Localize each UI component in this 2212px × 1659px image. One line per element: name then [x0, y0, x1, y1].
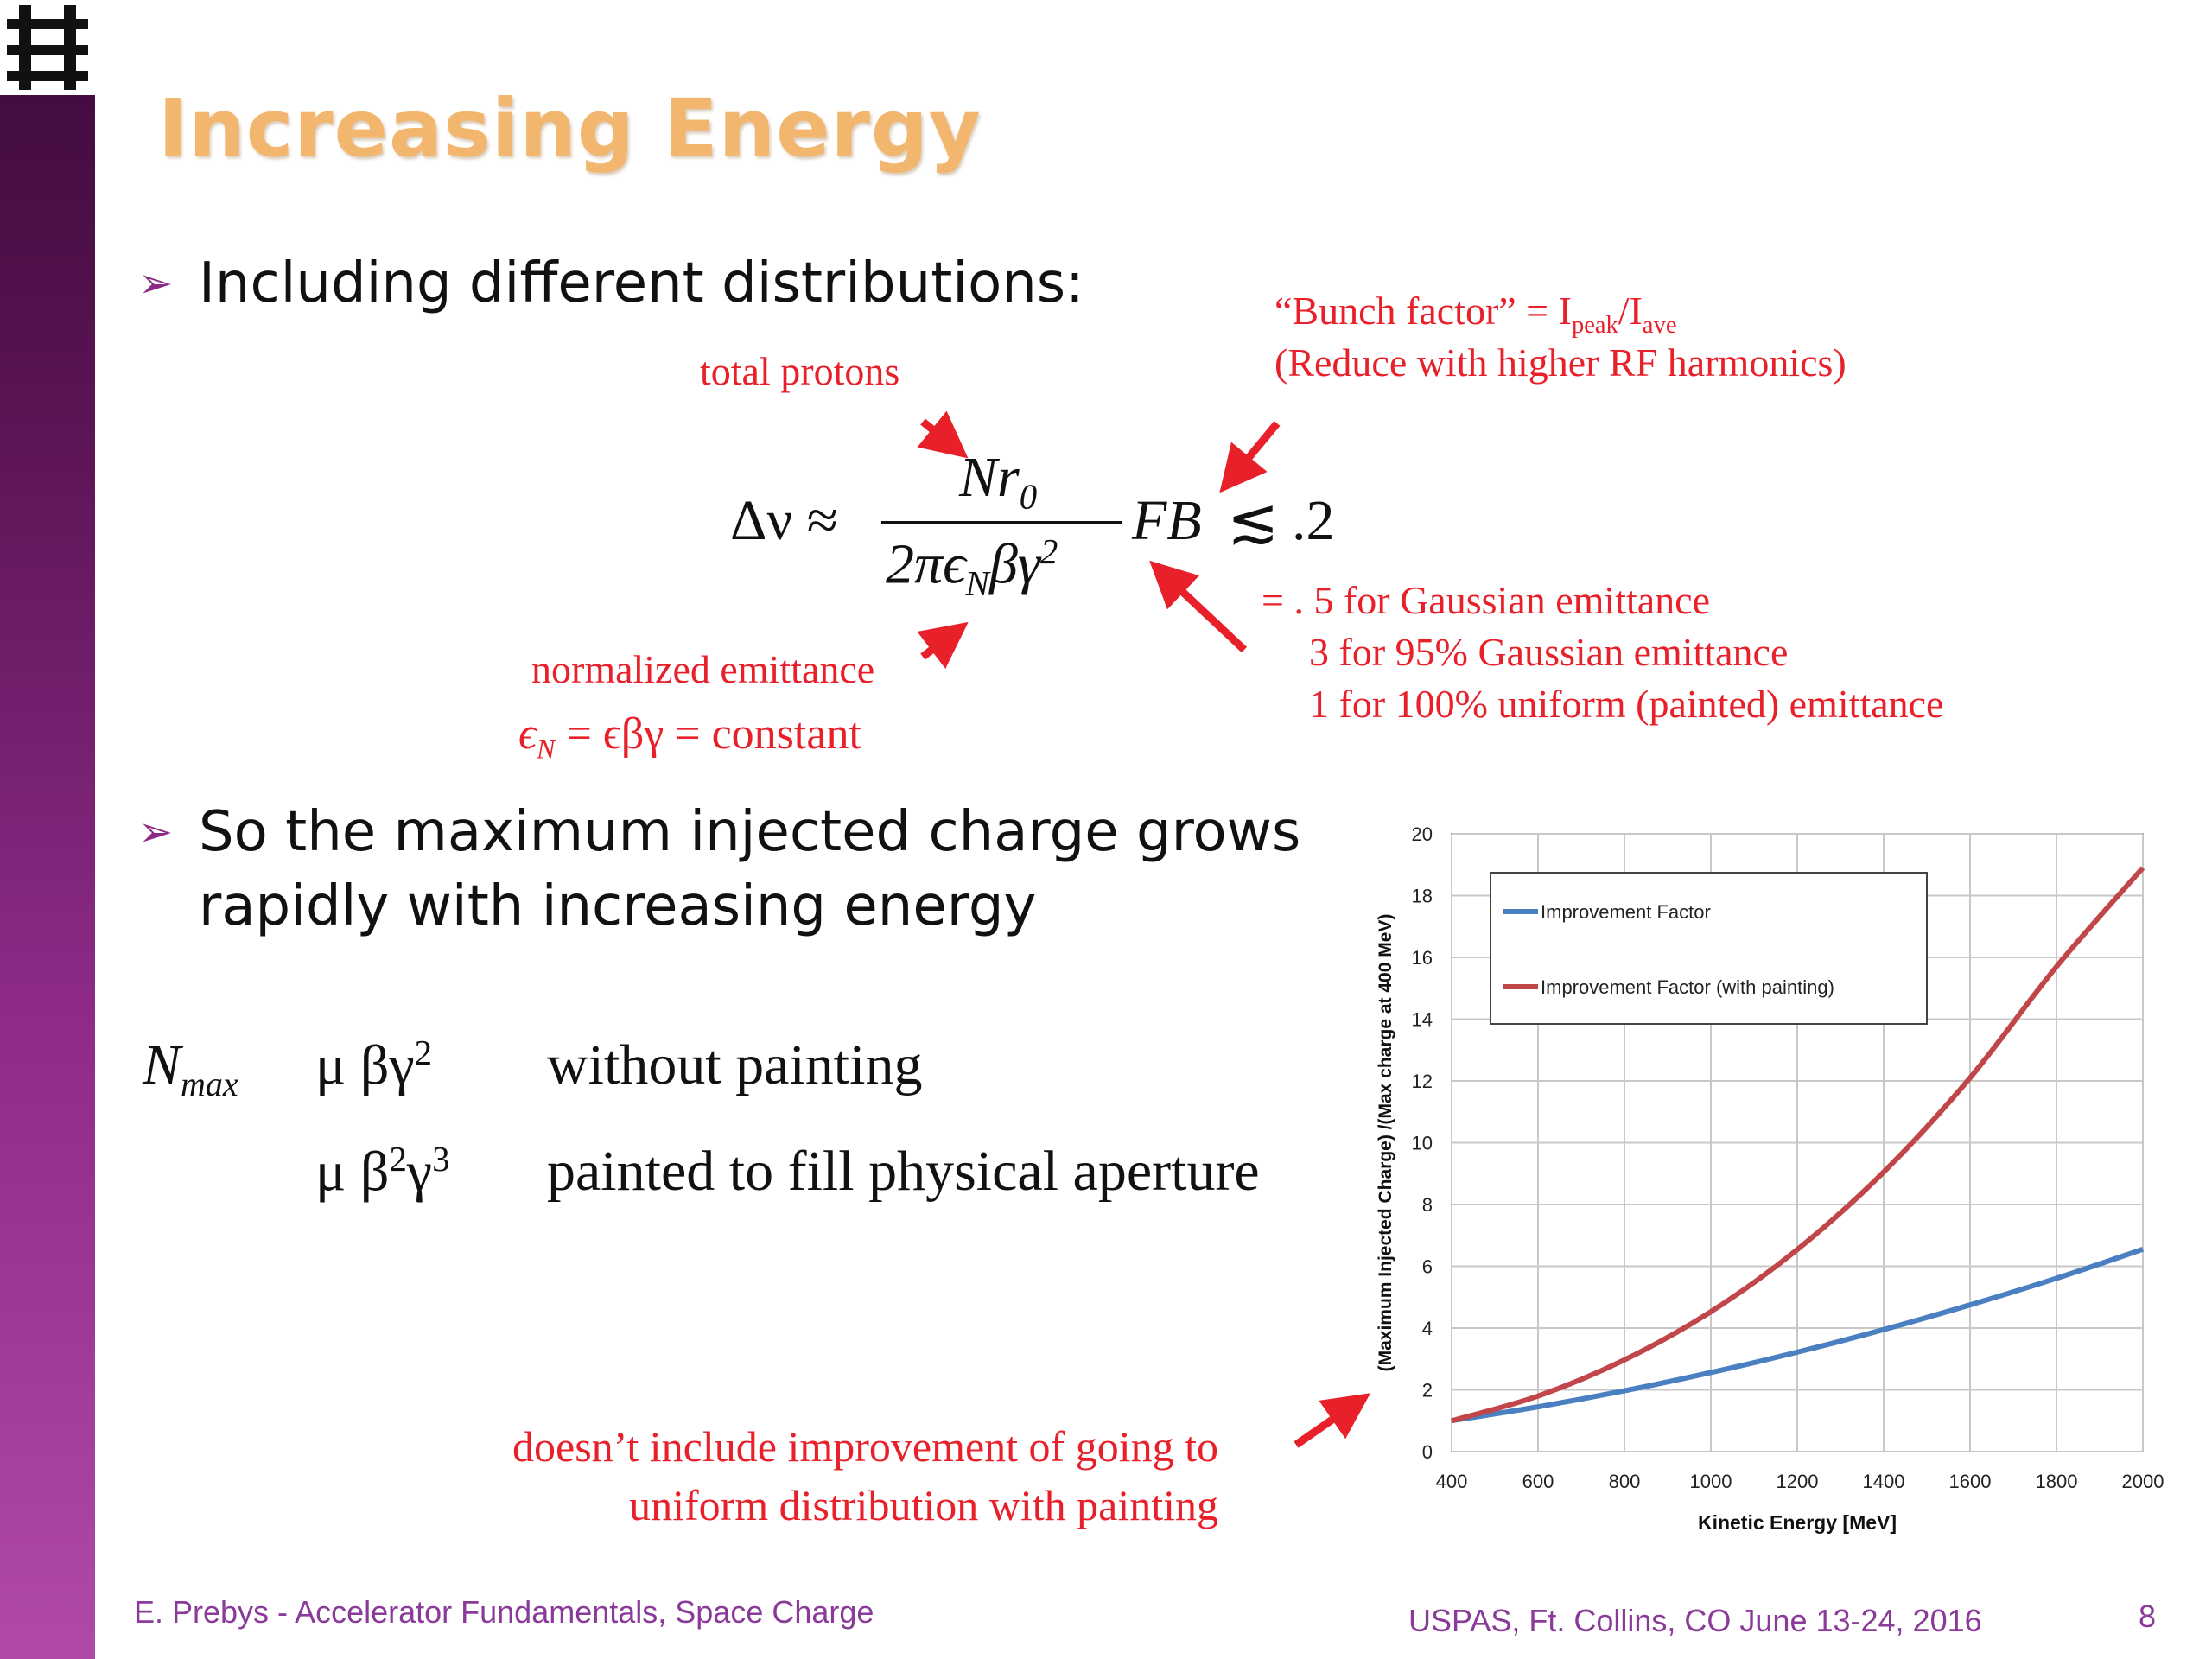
page-number: 8 [2139, 1599, 2157, 1634]
emittance-relation-text: = ϵβγ = constant [566, 709, 861, 759]
disclaimer-line-2: uniform distribution with painting [629, 1481, 1218, 1529]
scaling-row-2-sup-b: 3 [432, 1140, 450, 1179]
y-axis-label: (Maximum Injected Charge) /(Max charge a… [1376, 914, 1395, 1372]
disclaimer-line-1: doesn’t include improvement of going to [512, 1422, 1218, 1471]
formula-relation: ≲ [1227, 486, 1280, 556]
x-tick-label: 400 [1436, 1471, 1468, 1492]
y-tick-label: 14 [1412, 1009, 1433, 1031]
formula-denominator-sub: N [965, 563, 989, 603]
bunch-factor-label: “Bunch factor” = Ipeak/Iave [1274, 285, 1676, 352]
total-protons-label: total protons [700, 349, 900, 393]
scaling-row-2-sup-a: 2 [389, 1140, 407, 1179]
y-tick-label: 20 [1412, 823, 1433, 845]
bunch-factor-prefix: “Bunch factor” = I [1274, 289, 1572, 333]
form-factor-line-1: = . 5 for Gaussian emittance [1262, 578, 1711, 622]
y-tick-label: 0 [1422, 1441, 1433, 1463]
scaling-row-1-prop: μ βγ2 [315, 1033, 432, 1099]
bullet-2-line-2: rapidly with increasing energy [199, 874, 1037, 938]
bullet-arrow-icon: ➢ [138, 259, 174, 308]
x-tick-label: 1400 [1863, 1471, 1905, 1492]
arrow-disclaimer [1294, 1393, 1371, 1448]
slide-title: Increasing Energy [158, 82, 982, 175]
improvement-chart: 0 2 4 6 8 10 12 14 16 18 20 400 600 800 1000 1200 1400 16… [1365, 821, 2195, 1564]
nmax-letter: N [143, 1033, 181, 1096]
bunch-factor-note: (Reduce with higher RF harmonics) [1274, 340, 1847, 385]
y-tick-label: 12 [1412, 1071, 1433, 1092]
legend-label-1: Improvement Factor [1541, 901, 1711, 923]
sidebar-band [0, 0, 95, 1659]
x-tick-label: 1800 [2036, 1471, 2078, 1492]
bunch-factor-slash: /I [1618, 289, 1643, 333]
form-factor-line-2: 3 for 95% Gaussian emittance [1309, 630, 1789, 674]
bullet-1-text: Including different distributions: [199, 251, 1084, 315]
disclaimer: doesn’t include improvement of going to … [346, 1417, 1218, 1535]
normalized-emittance-label: normalized emittance [531, 647, 875, 691]
x-tick-label: 2000 [2122, 1471, 2164, 1492]
x-tick-label: 1000 [1690, 1471, 1732, 1492]
fermilab-logo [0, 0, 95, 95]
y-tick-label: 16 [1412, 947, 1433, 969]
formula-denominator-b: βγ [988, 532, 1040, 596]
arrow-form-factor [1149, 560, 1248, 653]
arrow-total-protons [917, 410, 969, 459]
legend-box [1490, 872, 1928, 1025]
bullet-arrow-icon: ➢ [138, 808, 174, 856]
y-tick-label: 4 [1422, 1318, 1433, 1339]
x-axis-label: Kinetic Energy [MeV] [1698, 1511, 1897, 1534]
bunch-factor-peak: peak [1571, 311, 1618, 339]
scaling-row-1-prop-text: μ βγ [315, 1033, 415, 1097]
formula-numerator: Nr0 [959, 445, 1037, 517]
fraction-bar [881, 521, 1122, 524]
bullet-2-line-1: So the maximum injected charge grows [199, 800, 1301, 864]
improvement-chart-svg: 0 2 4 6 8 10 12 14 16 18 20 400 600 800 1000 1200 1400 16… [1376, 823, 2164, 1534]
y-tick-label: 6 [1422, 1256, 1433, 1278]
legend-label-2: Improvement Factor (with painting) [1541, 976, 1834, 998]
nmax-symbol: Nmax [143, 1033, 238, 1104]
series-line-1 [1451, 1246, 2144, 1424]
bullet-2: ➢ So the maximum injected charge grows r… [138, 795, 1301, 944]
arrow-bunch-factor [1219, 421, 1281, 493]
bullet-1: ➢ Including different distributions: [138, 246, 1084, 321]
formula-denominator-sup: 2 [1039, 532, 1058, 571]
x-tick-label: 600 [1522, 1471, 1554, 1492]
bunch-factor-ave: ave [1642, 311, 1677, 339]
scaling-row-2-text: painted to fill physical aperture [547, 1140, 1260, 1203]
emittance-symbol: ϵN [518, 709, 556, 765]
y-tick-label: 18 [1412, 886, 1433, 907]
formula-numerator-sub: 0 [1019, 477, 1038, 517]
y-tick-label: 8 [1422, 1194, 1433, 1216]
footer-center: USPAS, Ft. Collins, CO June 13-24, 2016 [1408, 1603, 1982, 1638]
formula-denominator: 2πϵNβγ2 [886, 531, 1058, 604]
form-factor-line-3: 1 for 100% uniform (painted) emittance [1309, 682, 1944, 726]
emittance-relation: ϵN = ϵβγ = constant [518, 709, 861, 774]
formula-denominator-a: 2πϵ [886, 532, 966, 596]
x-tick-label: 800 [1609, 1471, 1641, 1492]
formula-numerator-text: Nr [959, 446, 1020, 509]
arrow-normalized-emittance [917, 621, 969, 670]
y-tick-label: 2 [1422, 1380, 1433, 1402]
scaling-row-2-prop-b: γ [406, 1140, 433, 1204]
scaling-row-1-text: without painting [547, 1033, 923, 1096]
scaling-row-1-sup: 2 [414, 1033, 433, 1072]
y-tick-label: 10 [1412, 1133, 1433, 1154]
scaling-row-2-prop-a: μ β [315, 1140, 390, 1204]
formula-lhs: Δν ≈ [730, 489, 839, 552]
scaling-row-2-prop: μ β2γ3 [315, 1139, 450, 1205]
series-line-2 [1451, 866, 2145, 1424]
footer-left: E. Prebys - Accelerator Fundamentals, Sp… [134, 1594, 874, 1630]
x-tick-label: 1600 [1949, 1471, 1992, 1492]
formula-limit: .2 [1292, 489, 1335, 552]
formula-rhs: FB [1132, 489, 1202, 552]
x-tick-label: 1200 [1777, 1471, 1819, 1492]
nmax-sub: max [181, 1065, 238, 1103]
